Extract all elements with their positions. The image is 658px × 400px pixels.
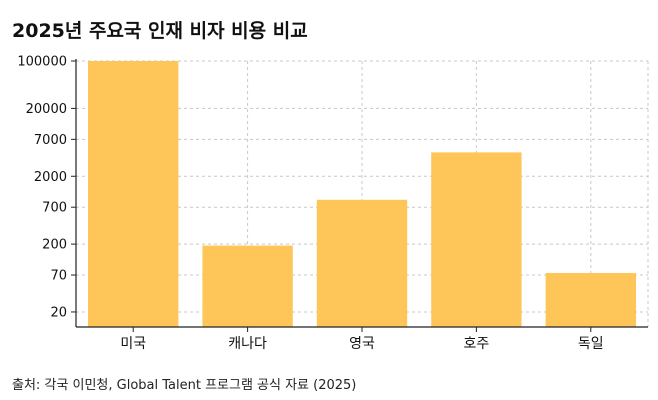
bar-4: [545, 273, 636, 327]
y-tick-label: 200: [42, 238, 67, 253]
bar-0: [88, 61, 179, 327]
source-note: 출처: 각국 이민청, Global Talent 프로그램 공식 자료 (20…: [12, 378, 357, 393]
bar-2: [316, 199, 408, 327]
y-tick-label: 70: [50, 269, 67, 284]
x-tick-label: 캐나다: [228, 336, 267, 352]
y-axis-ticks: 20 70 200 700 2000 7000 20000 100000: [17, 55, 76, 320]
x-tick-label: 미국: [120, 336, 146, 352]
x-axis-labels: 미국 캐나다 영국 호주 독일: [120, 327, 604, 352]
y-tick-label: 700: [42, 201, 67, 216]
y-tick-label: 20000: [26, 102, 67, 117]
chart-title: 2025년 주요국 인재 비자 비용 비교: [12, 20, 308, 42]
y-tick-label: 2000: [34, 170, 67, 185]
x-tick-label: 호주: [464, 336, 490, 352]
y-tick-label: 7000: [34, 133, 67, 148]
bar-1: [202, 245, 293, 327]
x-tick-label: 독일: [578, 336, 604, 352]
x-tick-label: 영국: [349, 336, 375, 352]
y-tick-label: 20: [50, 305, 67, 320]
bar-3: [431, 152, 522, 327]
y-tick-label: 100000: [17, 55, 67, 70]
bars: [88, 61, 636, 327]
